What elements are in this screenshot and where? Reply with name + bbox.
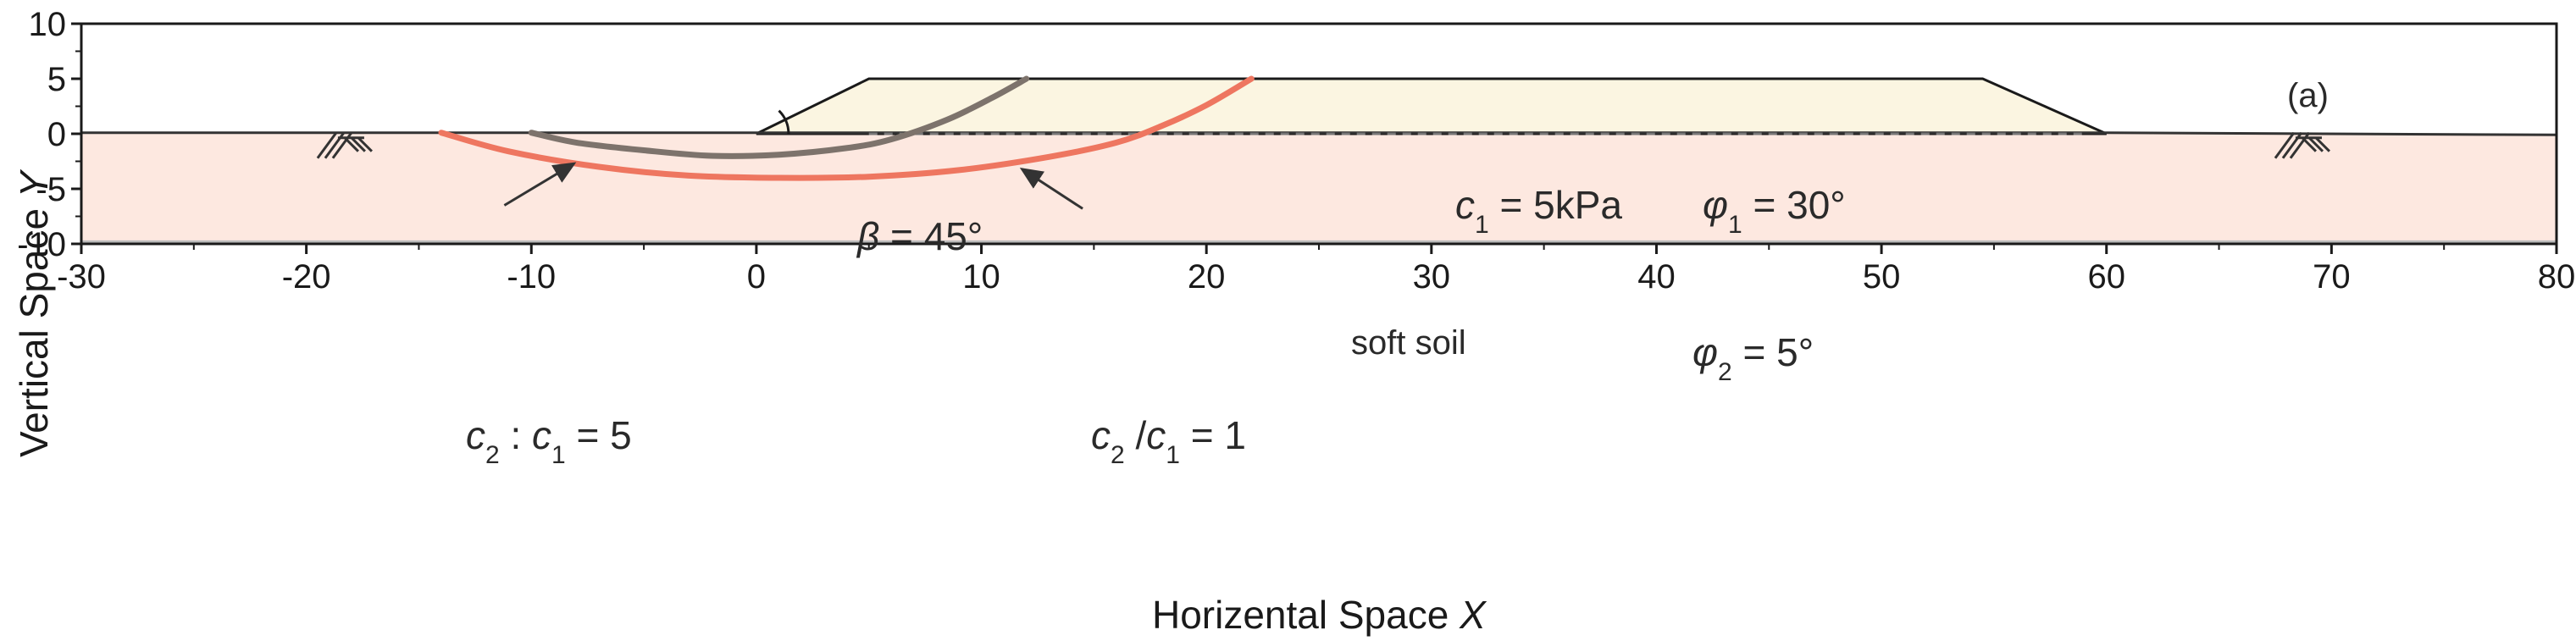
embankment-cohesion-label: c1 = 5kPa <box>1455 183 1622 239</box>
slip-surface-label-c2-c1-1: c2 /c1 = 1 <box>1091 413 1246 469</box>
panel-label: (a) <box>2287 77 2329 114</box>
soft-soil-layer <box>81 134 2557 244</box>
x-tick-label: -20 <box>282 258 331 296</box>
x-tick-label: -30 <box>57 258 106 296</box>
y-tick-label: 10 <box>29 6 67 43</box>
arrow-to-slip-surface-c2-c1-1 <box>1019 167 1083 210</box>
embankment <box>756 77 2108 135</box>
y-tick-label: 0 <box>47 116 66 153</box>
ground-line <box>81 131 2557 136</box>
arrow-to-slip-surface-c2-c1-5 <box>503 162 577 207</box>
x-tick-label: 80 <box>2538 258 2576 296</box>
x-tick-label: 10 <box>962 258 1000 296</box>
y-axis-ticks: -10 -5 0 5 10 <box>17 6 81 263</box>
slope-angle-label: β = 45° <box>856 214 983 258</box>
x-axis-ticks: -30 -20 -10 0 10 20 30 40 50 60 70 80 <box>57 244 2575 296</box>
x-tick-label: 50 <box>1863 258 1901 296</box>
x-axis-title: Horizental Space X <box>1152 593 1487 637</box>
y-tick-label: -10 <box>17 226 66 263</box>
y-axis-title: Vertical Space Y <box>12 169 56 457</box>
slope-angle-arc <box>778 109 790 135</box>
embankment-friction-label: φ1 = 30° <box>1703 183 1846 239</box>
slip-surface-c2-c1-5 <box>528 75 1030 159</box>
slip-surface-label-c2-c1-5: c2 : c1 = 5 <box>466 413 632 469</box>
soft-soil-label: soft soil <box>1351 324 1466 362</box>
soft-soil-friction-label: φ2 = 5° <box>1692 330 1814 386</box>
y-tick-label: -5 <box>36 171 66 208</box>
x-tick-label: 70 <box>2313 258 2351 296</box>
x-tick-label: 30 <box>1413 258 1451 296</box>
ground-hatch-symbol-right <box>2274 131 2331 159</box>
y-tick-label: 5 <box>47 61 66 98</box>
x-tick-label: 60 <box>2087 258 2125 296</box>
ground-hatch-symbol-left <box>316 131 373 159</box>
x-tick-label: -10 <box>507 258 556 296</box>
x-tick-label: 20 <box>1188 258 1226 296</box>
x-tick-label: 40 <box>1637 258 1676 296</box>
x-tick-label: 0 <box>747 258 766 296</box>
slip-surface-c2-c1-1 <box>438 75 1255 181</box>
